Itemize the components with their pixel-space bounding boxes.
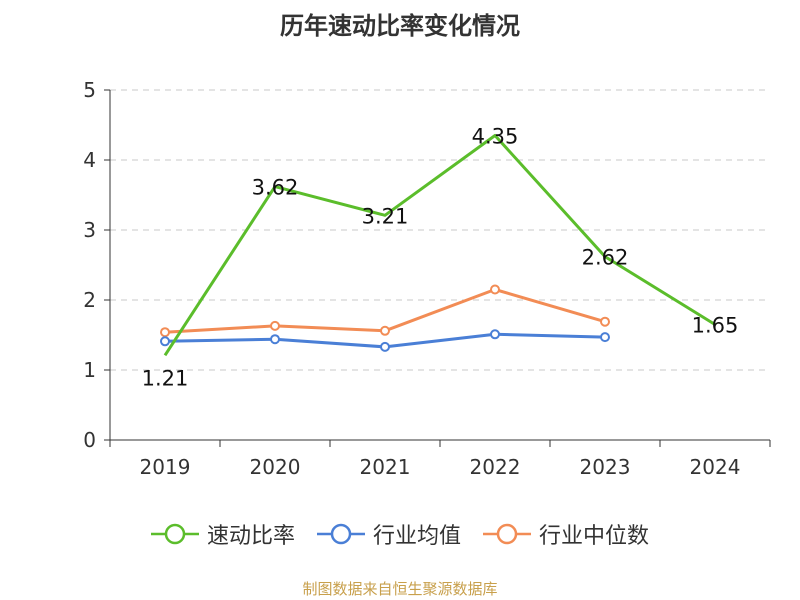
series-line — [163, 134, 716, 357]
y-tick-label: 0 — [83, 428, 96, 452]
data-point — [490, 329, 500, 340]
x-tick-label: 2019 — [140, 455, 191, 479]
y-tick-label: 5 — [83, 78, 96, 102]
data-point — [160, 336, 170, 347]
source-note: 制图数据来自恒生聚源数据库 — [302, 580, 498, 598]
x-tick-label: 2021 — [360, 455, 411, 479]
legend-marker-icon — [316, 523, 365, 545]
series-layer — [160, 134, 716, 357]
data-point — [270, 320, 280, 331]
data-label: 3.62 — [252, 176, 299, 200]
data-point — [160, 327, 170, 338]
legend-marker-icon — [150, 523, 199, 545]
legend-marker-icon — [483, 523, 531, 545]
legend-label: 行业中位数 — [539, 524, 650, 549]
y-tick-label: 3 — [83, 218, 96, 242]
y-tick-label: 1 — [83, 358, 96, 382]
axes: 0 1 2 3 4 5 2019 2020 2021 2022 2023 2024 — [83, 78, 771, 479]
series-line — [164, 288, 606, 334]
legend-item[interactable]: 行业中位数 — [483, 518, 649, 550]
grid-lines — [110, 89, 770, 371]
legend-item[interactable]: 速动比率 — [150, 518, 295, 550]
x-tick-label: 2022 — [470, 455, 521, 479]
legend-circle — [496, 523, 518, 545]
data-labels: 1.21 3.62 3.21 4.35 2.62 1.65 — [142, 125, 739, 391]
chart-title: 历年速动比率变化情况 — [280, 12, 520, 40]
data-point — [380, 341, 390, 352]
data-point — [490, 284, 500, 295]
x-tick-label: 2024 — [690, 455, 741, 479]
data-point — [600, 316, 610, 327]
data-label: 1.65 — [692, 314, 739, 338]
data-label: 1.21 — [142, 366, 189, 390]
x-tick-label: 2023 — [580, 455, 631, 479]
data-label: 2.62 — [582, 246, 629, 270]
legend-circle — [330, 523, 352, 545]
legend: 速动比率 行业均值 行业中位数 — [0, 518, 800, 550]
x-tick-label: 2020 — [250, 455, 301, 479]
data-label: 4.35 — [472, 125, 519, 149]
legend-label: 速动比率 — [206, 524, 295, 549]
data-label: 3.21 — [362, 204, 409, 228]
y-tick-label: 2 — [83, 288, 96, 312]
data-point — [600, 332, 610, 343]
legend-label: 行业均值 — [372, 524, 461, 549]
y-tick-label: 4 — [83, 148, 96, 172]
data-point — [270, 334, 280, 345]
legend-item[interactable]: 行业均值 — [316, 518, 461, 550]
data-point — [380, 325, 390, 336]
legend-circle — [164, 523, 186, 545]
